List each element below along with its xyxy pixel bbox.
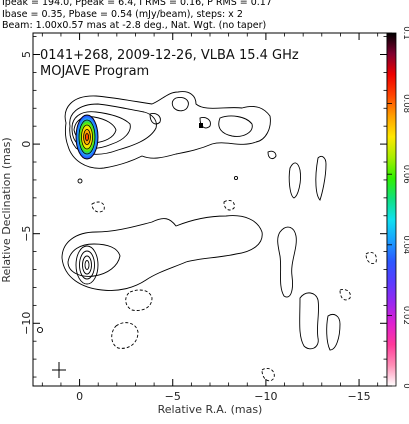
pol-neg-contour-1 xyxy=(125,289,153,311)
header-line-3: Beam: 1.00x0.57 mas at -2.8 deg., Nat. W… xyxy=(2,20,267,31)
pol-core-contour-2 xyxy=(79,250,95,280)
colorbar-tick-label: 0.02 xyxy=(401,306,409,325)
jet-contour-2 xyxy=(69,103,157,155)
knot-contour-d xyxy=(149,113,161,125)
x-axis-title: Relative R.A. (mas) xyxy=(158,403,263,416)
pol-core-contour-3 xyxy=(82,255,92,275)
pol-neg-contour-5 xyxy=(365,251,377,265)
y-tick-label: −5 xyxy=(20,226,33,242)
colorbar-tick-label: 0.04 xyxy=(401,235,409,254)
x-axis: 0 −5 −10 −15 xyxy=(41,33,379,403)
colorbar-tick-label: 0.06 xyxy=(401,165,409,184)
colorbar-ticks: 0 0.02 0.04 0.06 0.08 0.1 xyxy=(387,26,409,389)
island-contour-2 xyxy=(77,178,83,184)
chart-subtitle: MOJAVE Program xyxy=(40,64,149,79)
pol-neg-contour-4 xyxy=(261,367,275,382)
jet-contour-outer xyxy=(64,91,271,169)
x-tick-label: −10 xyxy=(254,390,277,403)
pol-neg-contour-3 xyxy=(339,289,351,301)
plot-frame xyxy=(32,32,388,387)
y-tick-label: 0 xyxy=(20,141,33,148)
neg-contour-1 xyxy=(91,201,105,213)
far-contour-2 xyxy=(315,155,327,201)
knot-contour-b xyxy=(218,115,253,137)
x-tick-label: 0 xyxy=(76,390,83,403)
contour-layer xyxy=(36,91,377,382)
y-axis-title: Relative Declination (mas) xyxy=(0,137,13,282)
x-tick-label: −5 xyxy=(165,390,181,403)
pol-far-contour-3 xyxy=(326,313,341,351)
y-tick-label: −10 xyxy=(20,312,33,335)
pol-core-contour-1 xyxy=(75,245,99,285)
header-line-1: Ipeak = 194.0, Ppeak = 6.4, I RMS = 0.16… xyxy=(2,0,272,8)
colorbar-tick-label: 0 xyxy=(401,383,409,388)
y-tick-label: 5 xyxy=(20,51,33,58)
colorbar xyxy=(386,32,397,387)
knot-contour-a xyxy=(171,97,189,112)
x-tick-label: −15 xyxy=(347,390,370,403)
chart-title: 0141+268, 2009-12-26, VLBA 15.4 GHz xyxy=(40,48,299,63)
pol-far-contour-1 xyxy=(277,226,297,298)
total-intensity-contours xyxy=(64,91,327,213)
image-header: Ipeak = 194.0, Ppeak = 6.4, I RMS = 0.16… xyxy=(2,0,407,32)
y-axis: 5 0 −5 −10 xyxy=(20,36,387,378)
core-fill xyxy=(75,114,203,160)
far-contour-1 xyxy=(288,162,301,199)
island-contour-1 xyxy=(233,175,239,181)
colorbar-tick-label: 0.08 xyxy=(401,94,409,113)
neg-contour-2 xyxy=(223,199,235,211)
polarization-peak-marker xyxy=(199,123,203,128)
colorbar-tick-label: 0.1 xyxy=(401,26,409,40)
pol-core-contour-4 xyxy=(84,260,90,270)
pol-neg-contour-2 xyxy=(111,322,139,349)
pol-island-1 xyxy=(36,326,44,334)
header-line-2: Ibase = 0.35, Pbase = 0.54 (mJy/beam), s… xyxy=(2,8,243,20)
pol-far-contour-2 xyxy=(299,292,320,350)
island-contour-3 xyxy=(267,150,277,160)
polarized-intensity-contours xyxy=(36,215,377,382)
beam-ellipse xyxy=(52,362,66,378)
pol-contour-outer xyxy=(61,215,263,291)
